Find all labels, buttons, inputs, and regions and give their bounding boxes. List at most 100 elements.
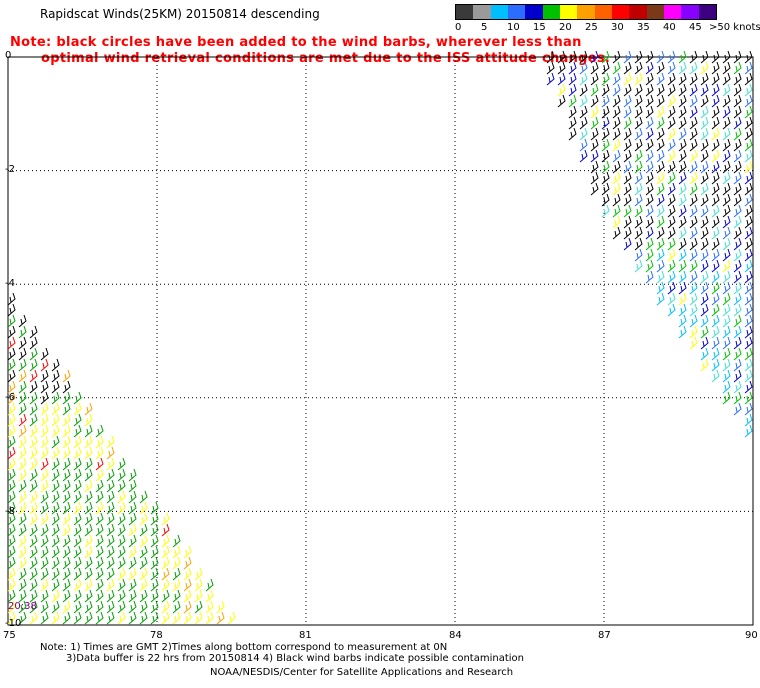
time-label: 20:38 — [8, 601, 37, 612]
wind-barb — [95, 611, 104, 625]
wind-barb — [84, 600, 93, 614]
wind-barb — [29, 501, 38, 515]
wind-barb — [62, 424, 71, 438]
wind-barb — [634, 138, 643, 152]
wind-barb — [744, 94, 753, 108]
wind-barb — [689, 325, 698, 339]
wind-barb — [7, 501, 16, 515]
wind-barb — [623, 105, 632, 119]
legend-label: 15 — [533, 22, 546, 33]
wind-barb — [62, 600, 71, 614]
wind-barb — [733, 303, 742, 317]
wind-barb — [128, 501, 137, 515]
wind-barb — [678, 204, 687, 218]
wind-barb — [733, 402, 742, 416]
wind-barb — [645, 50, 654, 64]
wind-barb — [95, 589, 104, 603]
wind-barb — [634, 182, 643, 196]
wind-barb — [7, 446, 16, 460]
wind-barb — [601, 160, 610, 174]
wind-barb — [51, 600, 60, 614]
wind-barb — [7, 545, 16, 559]
legend-swatch — [629, 5, 647, 19]
wind-barb — [612, 72, 621, 86]
wind-barb — [40, 578, 49, 592]
wind-barb — [18, 490, 27, 504]
wind-barb — [667, 259, 676, 273]
wind-barb — [84, 534, 93, 548]
wind-barb — [733, 215, 742, 229]
wind-barb — [689, 204, 698, 218]
wind-barb — [656, 248, 665, 262]
wind-barb — [700, 215, 709, 229]
wind-barb — [634, 248, 643, 262]
legend-swatch — [577, 5, 595, 19]
wind-barb — [711, 226, 720, 240]
wind-barb — [700, 193, 709, 207]
wind-barb — [678, 270, 687, 284]
wind-barb — [117, 578, 126, 592]
wind-barb — [700, 303, 709, 317]
wind-barb — [612, 182, 621, 196]
wind-barb — [744, 61, 753, 75]
wind-barb — [18, 380, 27, 394]
wind-barb — [40, 424, 49, 438]
wind-barb — [40, 534, 49, 548]
wind-barb — [744, 204, 753, 218]
wind-barb — [73, 479, 82, 493]
wind-barb — [590, 171, 599, 185]
wind-barb — [95, 578, 104, 592]
wind-barb — [40, 347, 49, 361]
wind-barb — [194, 578, 203, 592]
wind-barb — [84, 611, 93, 625]
wind-barb — [18, 545, 27, 559]
wind-barb — [722, 105, 731, 119]
footer-note-line-1: Note: 1) Times are GMT 2)Times along bot… — [40, 642, 448, 653]
wind-barb — [612, 105, 621, 119]
wind-barb — [183, 545, 192, 559]
wind-barb — [667, 127, 676, 141]
wind-barb — [711, 270, 720, 284]
wind-barb — [689, 149, 698, 163]
wind-barb — [656, 50, 665, 64]
wind-barb — [678, 160, 687, 174]
legend-label: 10 — [507, 22, 520, 33]
wind-barb — [744, 380, 753, 394]
wind-barb — [95, 600, 104, 614]
wind-barb — [29, 446, 38, 460]
wind-barb — [733, 138, 742, 152]
wind-barb — [106, 567, 115, 581]
wind-barb — [18, 325, 27, 339]
wind-barb — [744, 413, 753, 427]
wind-barb — [51, 589, 60, 603]
wind-barb — [117, 567, 126, 581]
wind-barb — [722, 215, 731, 229]
wind-barb — [700, 160, 709, 174]
wind-barb — [183, 556, 192, 570]
wind-barb — [722, 83, 731, 97]
wind-barb — [667, 61, 676, 75]
wind-barb — [161, 545, 170, 559]
wind-barb — [73, 534, 82, 548]
wind-barb — [711, 94, 720, 108]
wind-barb — [84, 556, 93, 570]
wind-barb — [667, 270, 676, 284]
wind-barb — [62, 402, 71, 416]
wind-barb — [645, 72, 654, 86]
wind-barb — [557, 83, 566, 97]
wind-barb — [656, 116, 665, 130]
legend-swatch — [456, 5, 474, 19]
wind-barb — [634, 237, 643, 251]
wind-barb — [678, 61, 687, 75]
wind-barb — [7, 468, 16, 482]
wind-barb — [40, 369, 49, 383]
wind-barb — [689, 193, 698, 207]
wind-barb — [744, 138, 753, 152]
wind-barb — [84, 523, 93, 537]
wind-barb — [117, 611, 126, 625]
wind-barb — [733, 127, 742, 141]
wind-barb — [744, 193, 753, 207]
wind-barb — [18, 534, 27, 548]
wind-barb — [689, 116, 698, 130]
wind-barb — [18, 358, 27, 372]
